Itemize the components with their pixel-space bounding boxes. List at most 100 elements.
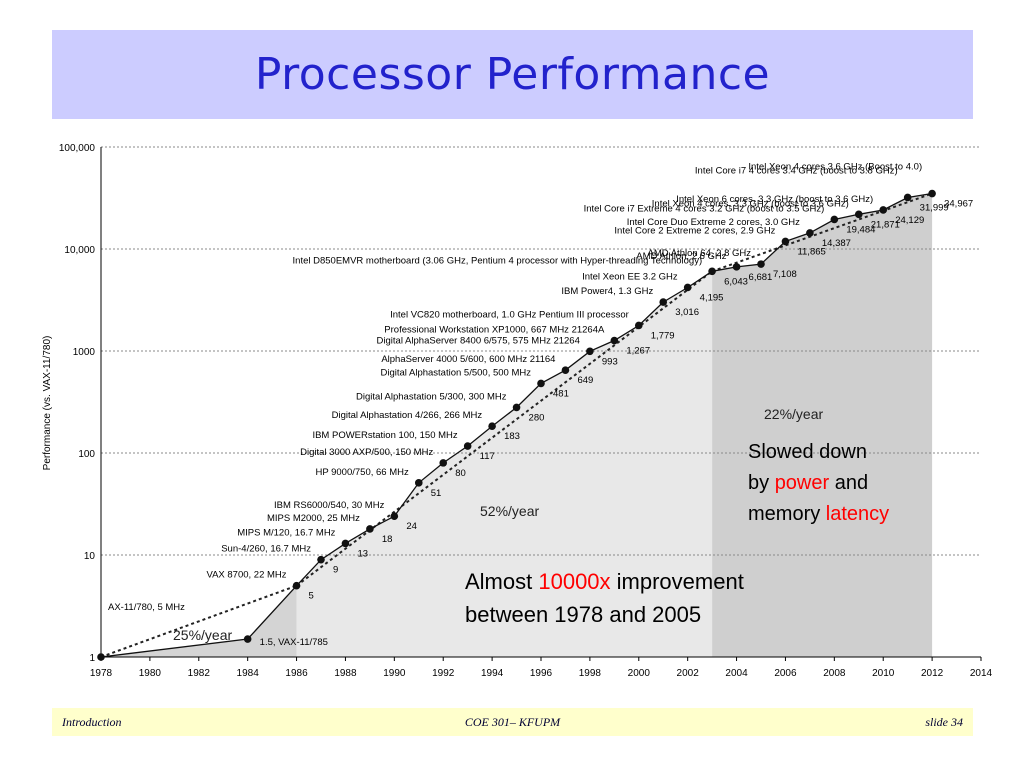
processor-label: Intel VC820 motherboard, 1.0 GHz Pentium…: [390, 309, 629, 320]
processor-label: Intel Core Duo Extreme 2 cores, 3.0 GHz: [627, 217, 800, 228]
x-tick-label: 1998: [579, 668, 602, 679]
processor-label: Intel Core i7 4 cores 3.4 GHz (boost to …: [695, 165, 898, 176]
processor-label: Digital 3000 AXP/500, 150 MHz: [300, 447, 433, 458]
data-point: [512, 403, 521, 412]
region-3: [712, 193, 933, 657]
data-point: [879, 206, 888, 214]
processor-label: Professional Workstation XP1000, 667 MHz…: [384, 325, 605, 336]
value-label: 24: [406, 521, 417, 532]
value-label: 4,195: [700, 292, 724, 303]
y-axis-label: Performance (vs. VAX-11/780): [42, 336, 53, 471]
value-label: 1,267: [626, 346, 650, 357]
processor-label: Digital AlphaServer 8400 6/575, 575 MHz …: [377, 335, 580, 346]
data-point: [634, 321, 643, 330]
x-tick-label: 2012: [921, 668, 944, 679]
data-point: [732, 263, 741, 271]
growth-rate-label: 22%/year: [764, 406, 823, 422]
footer-band: Introduction COE 301– KFUPM slide 34: [52, 708, 973, 736]
data-point: [537, 379, 545, 388]
annotation-text: Slowed down: [748, 441, 867, 463]
processor-label: IBM Power4, 1.3 GHz: [561, 286, 653, 297]
value-label: 1.5, VAX-11/785: [260, 637, 328, 648]
footer-course-name: COE 301– KFUPM: [464, 715, 561, 729]
trend-line-1: [100, 584, 297, 658]
x-tick-label: 2006: [774, 668, 797, 679]
data-point: [781, 237, 790, 246]
x-tick-label: 1994: [481, 668, 504, 679]
annotation-text: by: [748, 472, 775, 494]
data-point: [390, 512, 399, 521]
value-label: 6,681: [749, 272, 773, 283]
x-tick-label: 2002: [677, 668, 700, 679]
footer-slide-number: slide 34: [925, 715, 963, 729]
data-point: [366, 525, 374, 533]
data-point: [903, 193, 912, 202]
processor-label: Intel Xeon 6 cores, 3.3 GHz (boost to 3.…: [676, 194, 873, 205]
data-point: [439, 459, 448, 467]
data-point: [561, 366, 570, 374]
value-label: 51: [431, 488, 442, 499]
value-label: 9: [333, 565, 338, 576]
data-point: [97, 653, 105, 661]
x-tick-label: 1980: [139, 668, 162, 679]
processor-label: AMD Athlon, 2.6 GHz: [636, 251, 727, 262]
value-label: 19,484: [846, 224, 875, 235]
data-point: [463, 442, 472, 450]
footer-course-section: Introduction: [62, 715, 122, 729]
value-label: 18: [382, 534, 393, 545]
processor-label: Intel Core i7 Extreme 4 cores 3.2 GHz (b…: [584, 203, 825, 214]
data-point: [830, 215, 839, 224]
value-label: 31,999: [920, 202, 949, 213]
title-band: Processor Performance: [52, 30, 973, 119]
slide-title: Processor Performance: [254, 49, 771, 100]
x-tick-label: 1982: [188, 668, 211, 679]
x-tick-label: 1992: [432, 668, 455, 679]
y-tick-label: 1000: [73, 347, 96, 358]
value-label: 34,967: [944, 199, 973, 210]
processor-label: Intel Xeon EE 3.2 GHz: [582, 271, 678, 282]
y-tick-label: 10,000: [64, 245, 95, 256]
x-tick-label: 1990: [383, 668, 406, 679]
x-tick-label: 2000: [628, 668, 651, 679]
annotation-text: between 1978 and 2005: [465, 602, 701, 627]
data-point: [292, 581, 301, 590]
data-point: [317, 555, 325, 564]
highlight-text: 10000x: [538, 569, 610, 594]
annotation-improvement: between 1978 and 2005: [465, 602, 701, 627]
value-label: 7,108: [773, 269, 797, 280]
value-label: 24,129: [895, 215, 924, 226]
processor-label: Intel D850EMVR motherboard (3.06 GHz, Pe…: [293, 255, 703, 266]
data-point: [659, 298, 668, 306]
processor-label: Sun-4/260, 16.7 MHz: [221, 544, 311, 555]
data-point: [414, 479, 423, 487]
value-label: 5: [309, 591, 314, 602]
data-point: [610, 336, 619, 345]
y-tick-label: 10: [84, 551, 96, 562]
value-label: 21,871: [871, 219, 900, 230]
x-tick-label: 2004: [725, 668, 748, 679]
data-point: [683, 283, 692, 292]
value-label: 80: [455, 468, 466, 479]
data-point: [341, 539, 350, 548]
highlight-text: power: [775, 472, 830, 494]
processor-label: Digital Alphastation 5/500, 500 MHz: [380, 367, 531, 378]
value-label: 117: [480, 451, 495, 462]
y-tick-label: 100: [78, 449, 95, 460]
value-label: 13: [357, 548, 368, 559]
annotation-text: and: [829, 472, 868, 494]
value-label: 14,387: [822, 238, 851, 249]
processor-label: Digital Alphastation 4/266, 266 MHz: [332, 410, 483, 421]
y-tick-label: 100,000: [59, 143, 96, 154]
annotation-text: improvement: [611, 569, 744, 594]
processor-label: IBM RS6000/540, 30 MHz: [274, 500, 385, 511]
processor-label: Intel Xeon 4 cores, 3.3 GHz (boost to 3.…: [652, 198, 849, 209]
value-label: 481: [553, 388, 569, 399]
x-tick-label: 1996: [530, 668, 553, 679]
annotation-slowed-down: Slowed down: [748, 441, 867, 463]
processor-label: IBM POWERstation 100, 150 MHz: [312, 430, 457, 441]
data-point: [488, 422, 496, 431]
annotation-improvement: Almost 10000x improvement: [465, 569, 744, 594]
processor-label: MIPS M2000, 25 MHz: [267, 513, 360, 524]
growth-rate-label: 25%/year: [173, 627, 232, 643]
processor-label: MIPS M/120, 16.7 MHz: [237, 527, 335, 538]
